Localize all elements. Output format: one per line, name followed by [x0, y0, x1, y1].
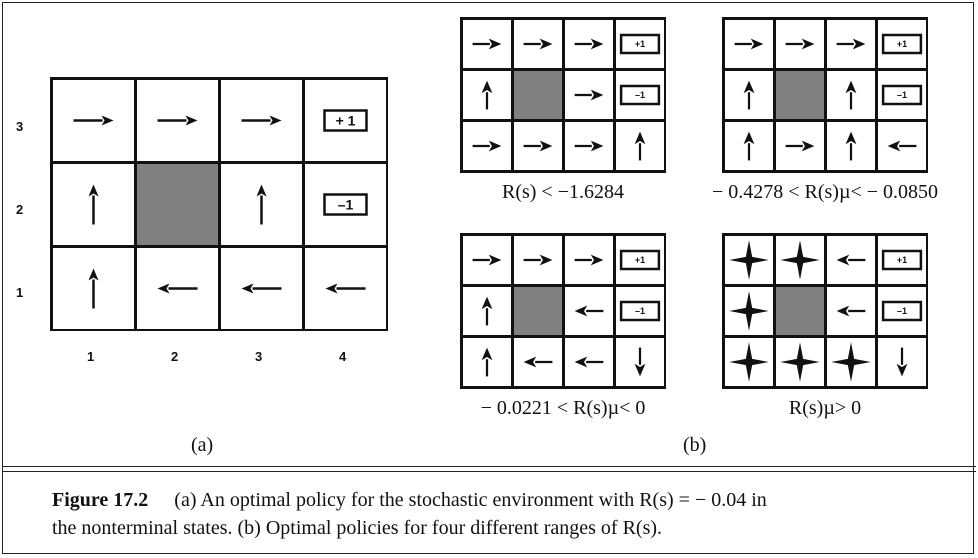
wall-cell: [514, 287, 562, 335]
arrow-down-icon: [896, 347, 908, 377]
arrow-up-icon: [743, 131, 755, 161]
terminal-plus-one: +1: [881, 249, 923, 271]
arrow-right-icon: [574, 38, 604, 50]
arrow-up-icon: [481, 80, 493, 110]
arrow-right-icon: [574, 89, 604, 101]
arrow-down-icon: [634, 347, 646, 377]
arrow-right-icon: [472, 140, 502, 152]
policy-grid-b-4: +1 –1: [722, 233, 928, 389]
caption-line-1: Figure 17.2 (a) An optimal policy for the…: [52, 486, 952, 514]
arrow-left-icon: [574, 305, 604, 317]
svg-text:+1: +1: [635, 39, 645, 49]
col-label-4: 4: [339, 349, 347, 364]
terminal-plus-one: +1: [619, 249, 661, 271]
range-label-4: R(s)µ> 0: [788, 397, 862, 419]
arrow-right-icon: [523, 254, 553, 266]
arrow-right-icon: [472, 254, 502, 266]
terminal-plus-one: + 1: [323, 109, 368, 132]
arrow-left-icon: [836, 254, 866, 266]
arrow-right-icon: [472, 38, 502, 50]
arrow-right-icon: [523, 38, 553, 50]
sublabel-a: (a): [191, 434, 214, 456]
arrow-right-icon: [574, 254, 604, 266]
terminal-minus-one: –1: [323, 193, 368, 216]
caption-text-1: (a) An optimal policy for the stochastic…: [174, 489, 767, 511]
wall-cell: [137, 164, 218, 245]
col-label-3: 3: [255, 349, 263, 364]
arrow-right-icon: [836, 38, 866, 50]
arrow-up-icon: [845, 80, 857, 110]
col-label-1: 1: [87, 349, 95, 364]
terminal-minus-one: –1: [619, 84, 661, 106]
arrow-right-icon: [574, 140, 604, 152]
terminal-minus-one: –1: [881, 84, 923, 106]
arrow-right-icon: [734, 38, 764, 50]
arrow-right-icon: [785, 140, 815, 152]
all-directions-icon: [729, 291, 769, 331]
row-label-1: 1: [16, 285, 24, 300]
arrow-right-icon: [241, 115, 282, 126]
range-label-1: R(s) < −1.6284: [501, 181, 624, 203]
arrow-left-icon: [157, 283, 198, 294]
all-directions-icon: [780, 240, 820, 280]
caption-separator-bottom: [2, 471, 976, 472]
arrow-up-icon: [481, 347, 493, 377]
svg-text:+1: +1: [897, 255, 907, 265]
arrow-right-icon: [73, 115, 114, 126]
svg-text:–1: –1: [635, 90, 645, 100]
arrow-left-icon: [241, 283, 282, 294]
caption-line-2: the nonterminal states. (b) Optimal poli…: [52, 517, 663, 539]
svg-text:–1: –1: [338, 197, 354, 213]
wall-cell: [776, 71, 824, 119]
all-directions-icon: [729, 342, 769, 382]
policy-grid-b-2: +1 –1: [722, 17, 928, 173]
row-label-3: 3: [16, 119, 24, 134]
wall-cell: [776, 287, 824, 335]
arrow-right-icon: [157, 115, 198, 126]
svg-text:–1: –1: [897, 90, 907, 100]
all-directions-icon: [729, 240, 769, 280]
sublabel-b: (b): [683, 434, 707, 456]
policy-grid-b-3: +1 –1: [460, 233, 666, 389]
arrow-right-icon: [785, 38, 815, 50]
svg-text:+1: +1: [897, 39, 907, 49]
all-directions-icon: [831, 342, 871, 382]
svg-text:–1: –1: [635, 306, 645, 316]
arrow-up-icon: [256, 184, 267, 225]
figure-caption: Figure 17.2 (a) An optimal policy for the…: [52, 486, 952, 542]
svg-text:+ 1: + 1: [336, 113, 356, 129]
range-label-3: − 0.0221 < R(s)µ< 0: [480, 397, 646, 419]
terminal-minus-one: –1: [619, 300, 661, 322]
policy-grid-a: + 1 –1: [50, 77, 388, 331]
arrow-up-icon: [88, 184, 99, 225]
arrow-left-icon: [325, 283, 366, 294]
arrow-left-icon: [523, 356, 553, 368]
svg-text:–1: –1: [897, 306, 907, 316]
arrow-up-icon: [845, 131, 857, 161]
row-label-2: 2: [16, 202, 24, 217]
figure-number: Figure 17.2: [52, 489, 149, 511]
arrow-left-icon: [887, 140, 917, 152]
col-label-2: 2: [171, 349, 179, 364]
arrow-left-icon: [836, 305, 866, 317]
arrow-right-icon: [523, 140, 553, 152]
arrow-left-icon: [574, 356, 604, 368]
policy-grid-b-1: +1 –1: [460, 17, 666, 173]
terminal-plus-one: +1: [619, 33, 661, 55]
arrow-up-icon: [634, 131, 646, 161]
terminal-minus-one: –1: [881, 300, 923, 322]
caption-separator-top: [2, 466, 976, 467]
terminal-plus-one: +1: [881, 33, 923, 55]
all-directions-icon: [780, 342, 820, 382]
svg-text:+1: +1: [635, 255, 645, 265]
wall-cell: [514, 71, 562, 119]
arrow-up-icon: [481, 296, 493, 326]
range-label-2: − 0.4278 < R(s)µ< − 0.0850: [711, 181, 939, 203]
arrow-up-icon: [743, 80, 755, 110]
arrow-up-icon: [88, 268, 99, 309]
